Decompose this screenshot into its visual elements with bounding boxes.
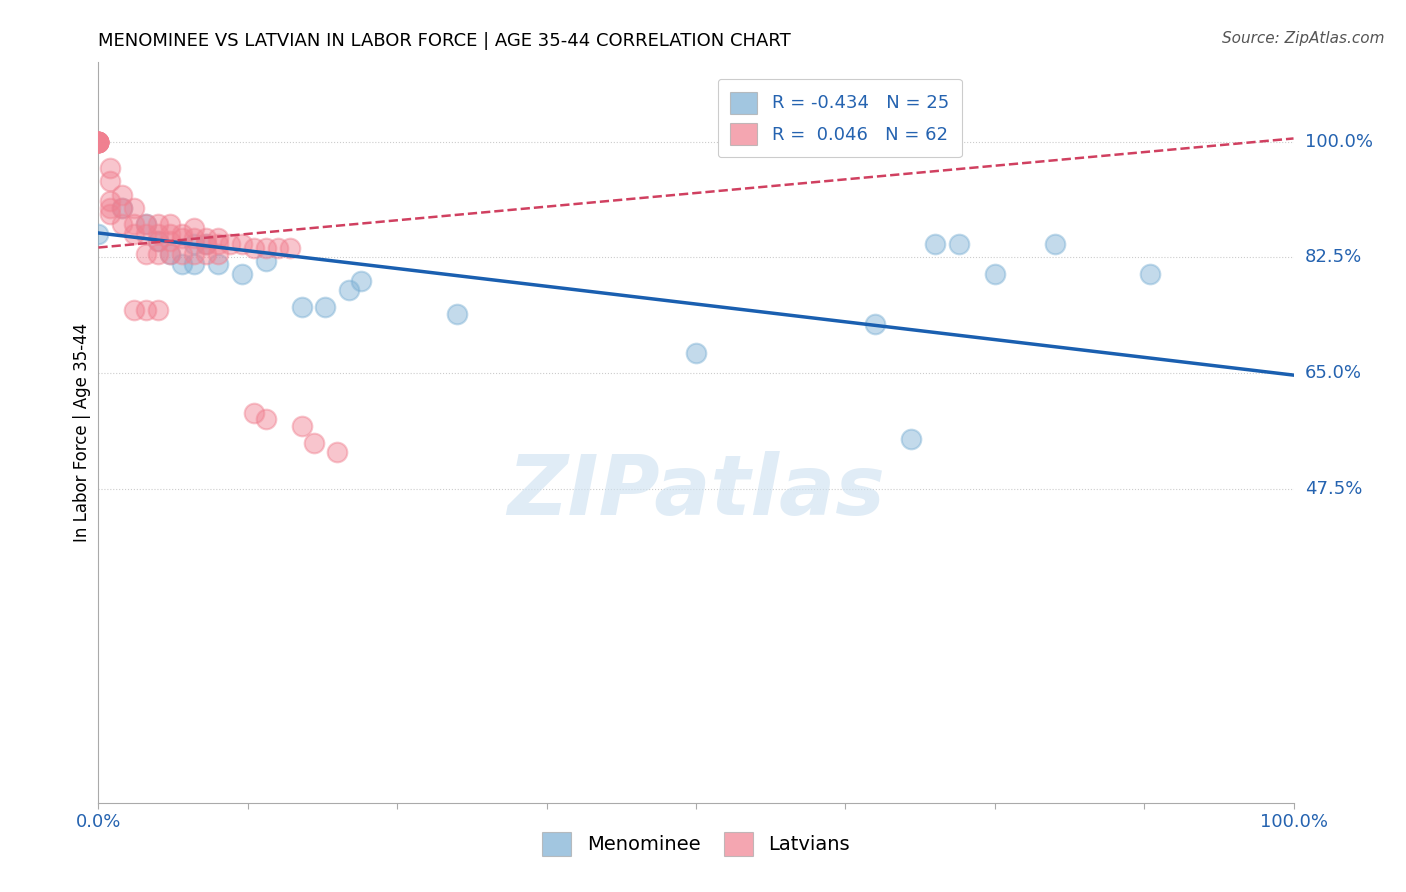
Point [172,247,194,261]
Point [207,230,229,244]
Point [87,135,110,149]
Point [111,201,134,215]
Point [135,227,157,242]
Text: MENOMINEE VS LATVIAN IN LABOR FORCE | AGE 35-44 CORRELATION CHART: MENOMINEE VS LATVIAN IN LABOR FORCE | AG… [98,32,792,50]
Point [98,161,122,176]
Point [159,227,181,242]
Point [267,241,290,255]
Point [231,267,253,281]
Point [685,346,707,360]
Point [350,274,373,288]
Point [172,257,194,271]
Point [183,220,205,235]
Point [1139,267,1161,281]
Point [1043,237,1066,252]
Point [195,237,218,252]
Point [159,218,181,232]
Point [87,135,110,149]
Point [87,135,110,149]
Point [148,234,170,248]
Legend: Menominee, Latvians: Menominee, Latvians [534,824,858,863]
Point [315,300,337,314]
Point [302,435,325,450]
Point [291,419,314,434]
Point [326,445,349,459]
Text: 65.0%: 65.0% [1305,364,1361,382]
Text: ZIPatlas: ZIPatlas [508,451,884,533]
Point [924,237,946,252]
Point [195,247,218,261]
Point [87,135,110,149]
Y-axis label: In Labor Force | Age 35-44: In Labor Force | Age 35-44 [73,323,91,542]
Point [87,135,110,149]
Point [183,237,205,252]
Point [446,307,468,321]
Point [231,237,253,252]
Point [195,230,218,244]
Text: 47.5%: 47.5% [1305,480,1362,498]
Text: 82.5%: 82.5% [1305,249,1362,267]
Point [865,317,887,331]
Point [135,218,157,232]
Point [207,247,229,261]
Point [98,194,122,209]
Point [291,300,314,314]
Point [87,135,110,149]
Point [278,241,301,255]
Point [339,284,361,298]
Point [98,201,122,215]
Point [148,227,170,242]
Point [87,135,110,149]
Text: 100.0%: 100.0% [1305,133,1372,151]
Point [148,218,170,232]
Point [135,303,157,318]
Point [148,247,170,261]
Point [87,135,110,149]
Point [111,187,134,202]
Point [183,247,205,261]
Point [207,257,229,271]
Point [124,201,146,215]
Point [148,234,170,248]
Point [98,174,122,188]
Point [159,234,181,248]
Point [243,241,266,255]
Point [254,253,277,268]
Point [124,218,146,232]
Point [87,135,110,149]
Point [948,237,970,252]
Point [87,135,110,149]
Point [243,406,266,420]
Point [900,432,922,446]
Point [124,227,146,242]
Point [111,218,134,232]
Point [183,230,205,244]
Point [111,201,134,215]
Point [87,135,110,149]
Point [984,267,1007,281]
Point [172,227,194,242]
Point [159,247,181,261]
Point [195,237,218,252]
Point [148,303,170,318]
Point [87,135,110,149]
Point [254,241,277,255]
Point [98,207,122,221]
Point [219,237,242,252]
Point [135,247,157,261]
Text: Source: ZipAtlas.com: Source: ZipAtlas.com [1222,31,1385,46]
Point [254,412,277,426]
Point [87,135,110,149]
Point [87,227,110,242]
Point [172,230,194,244]
Point [207,237,229,252]
Point [183,257,205,271]
Point [159,247,181,261]
Point [124,303,146,318]
Point [135,218,157,232]
